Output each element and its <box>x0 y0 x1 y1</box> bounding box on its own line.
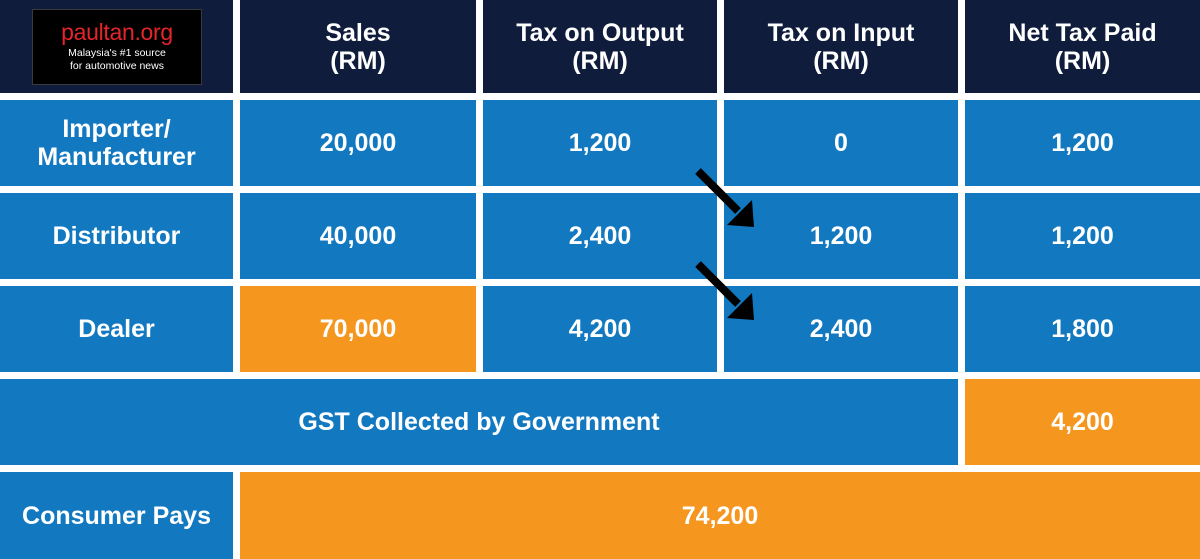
header-sales-label: Sales <box>325 18 391 47</box>
header-net-tax-label: Net Tax Paid <box>1008 18 1157 47</box>
importer-tax-input: 0 <box>724 100 958 186</box>
importer-tax-output: 1,200 <box>483 100 717 186</box>
consumer-value: 74,200 <box>240 472 1200 559</box>
dealer-tax-output: 4,200 <box>483 286 717 372</box>
dealer-tax-input: 2,400 <box>724 286 958 372</box>
gst-value: 4,200 <box>965 379 1200 465</box>
importer-net-tax: 1,200 <box>965 100 1200 186</box>
dealer-sales: 70,000 <box>240 286 476 372</box>
gst-label: GST Collected by Government <box>0 379 958 465</box>
row-label-importer-line1: Importer/ <box>62 115 171 143</box>
header-tax-input-unit: (RM) <box>813 46 869 75</box>
logo-brand: paultan.org <box>61 19 173 46</box>
dealer-net-tax: 1,800 <box>965 286 1200 372</box>
header-tax-input-label: Tax on Input <box>767 18 915 47</box>
importer-sales: 20,000 <box>240 100 476 186</box>
row-label-importer: Importer/ Manufacturer <box>0 100 233 186</box>
header-sales-unit: (RM) <box>330 46 386 75</box>
logo-tagline-2: for automotive news <box>70 60 164 72</box>
distributor-tax-output: 2,400 <box>483 193 717 279</box>
header-tax-output-unit: (RM) <box>572 46 628 75</box>
header-tax-output-label: Tax on Output <box>516 18 684 47</box>
logo-tagline-1: Malaysia's #1 source <box>68 47 166 60</box>
distributor-net-tax: 1,200 <box>965 193 1200 279</box>
header-sales: Sales (RM) <box>240 0 476 93</box>
row-label-dealer: Dealer <box>0 286 233 372</box>
consumer-label: Consumer Pays <box>0 472 233 559</box>
row-label-distributor: Distributor <box>0 193 233 279</box>
header-net-tax: Net Tax Paid (RM) <box>965 0 1200 93</box>
header-tax-input: Tax on Input (RM) <box>724 0 958 93</box>
distributor-tax-input: 1,200 <box>724 193 958 279</box>
header-tax-output: Tax on Output (RM) <box>483 0 717 93</box>
distributor-sales: 40,000 <box>240 193 476 279</box>
header-net-tax-unit: (RM) <box>1054 46 1111 75</box>
paultan-logo: paultan.org Malaysia's #1 source for aut… <box>32 9 202 85</box>
row-label-importer-line2: Manufacturer <box>37 143 196 171</box>
logo-cell: paultan.org Malaysia's #1 source for aut… <box>0 0 233 93</box>
